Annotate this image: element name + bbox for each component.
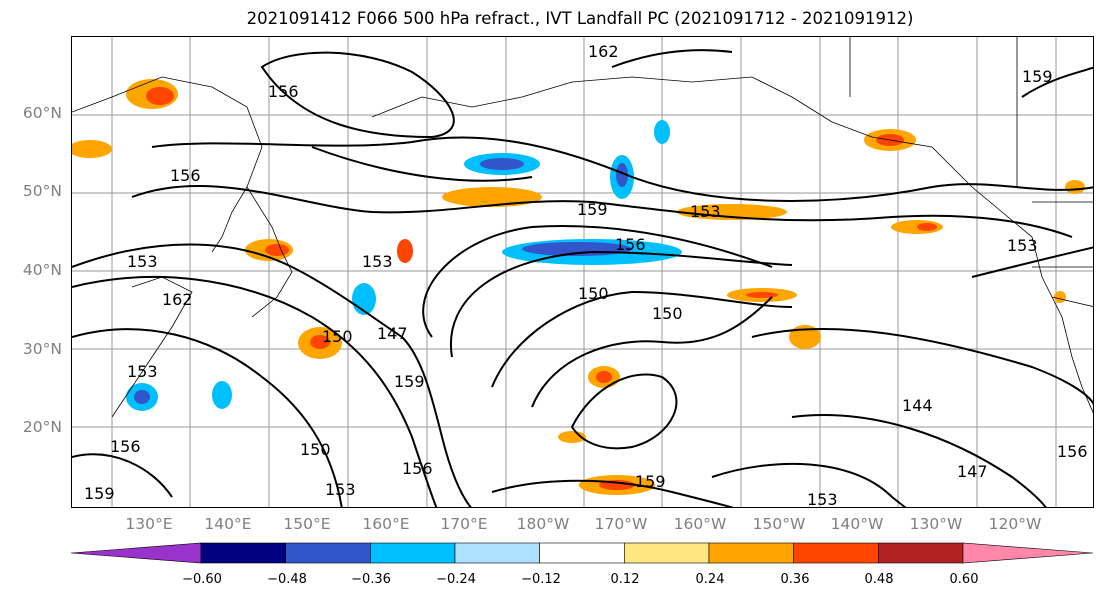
colorbar-segment <box>454 542 540 564</box>
lon-label: 130°W <box>909 515 963 533</box>
colorbar-segment <box>624 542 710 564</box>
contour-label: 150 <box>652 304 683 323</box>
contour-label: 156 <box>268 82 299 101</box>
lon-label: 160°W <box>673 515 727 533</box>
contour-label: 153 <box>127 252 158 271</box>
contour-labels: 162 159 156 156 159 153 156 153 153 150 … <box>84 42 1088 508</box>
colorbar-segment <box>200 542 286 564</box>
contour-label: 144 <box>902 396 933 415</box>
contour-label: 156 <box>402 459 433 478</box>
contour-label: 156 <box>170 166 201 185</box>
colorbar-tick-label: 0.12 <box>610 572 640 587</box>
contour-label: 156 <box>615 235 646 254</box>
colorbar <box>71 542 1094 564</box>
colorbar-segment <box>285 542 371 564</box>
contour-label: 147 <box>377 324 408 343</box>
contour-label: 150 <box>578 284 609 303</box>
colorbar-segment <box>962 542 1094 564</box>
lat-label: 60°N <box>22 104 62 122</box>
lon-label: 180°W <box>516 515 570 533</box>
map-title: 2021091412 F066 500 hPa refract., IVT La… <box>246 9 914 28</box>
contour-label: 159 <box>635 472 666 491</box>
lat-label: 30°N <box>22 340 62 358</box>
lon-label: 150°E <box>283 515 331 533</box>
contour-label: 156 <box>1057 442 1088 461</box>
colorbar-tick-label: −0.12 <box>521 572 561 587</box>
lon-label: 140°E <box>204 515 252 533</box>
lon-label: 170°E <box>440 515 488 533</box>
lat-label: 40°N <box>22 261 62 279</box>
contour-label: 162 <box>588 42 619 61</box>
colorbar-segment <box>71 542 202 564</box>
colorbar-segment <box>708 542 794 564</box>
height-contours <box>72 49 1093 507</box>
contour-label: 162 <box>162 290 193 309</box>
contour-label: 159 <box>394 372 425 391</box>
colorbar-tick-label: −0.48 <box>267 572 307 587</box>
colorbar-tick-label: −0.24 <box>436 572 476 587</box>
colorbar-tick-label: 0.48 <box>864 572 894 587</box>
lat-label: 50°N <box>22 182 62 200</box>
colorbar-segment <box>370 542 456 564</box>
lon-label: 160°E <box>362 515 410 533</box>
coastlines <box>72 37 1093 418</box>
lon-label: 170°W <box>594 515 648 533</box>
lon-label: 140°W <box>830 515 884 533</box>
colorbar-segment <box>878 542 964 564</box>
contour-label: 159 <box>577 200 608 219</box>
colorbar-tick-label: 0.60 <box>949 572 979 587</box>
contour-label: 153 <box>362 252 393 271</box>
contour-label: 150 <box>300 440 331 459</box>
lon-label: 120°W <box>988 515 1042 533</box>
colorbar-tick-label: −0.60 <box>182 572 222 587</box>
colorbar-segment <box>539 542 625 564</box>
graticule <box>72 37 1093 507</box>
contour-label: 153 <box>807 490 838 508</box>
colorbar-tick-label: −0.36 <box>351 572 391 587</box>
colorbar-tick-label: 0.24 <box>695 572 725 587</box>
contour-label: 153 <box>1007 236 1038 255</box>
lon-label: 130°E <box>125 515 173 533</box>
contour-label: 153 <box>690 202 721 221</box>
map-panel: 162 159 156 156 159 153 156 153 153 150 … <box>71 36 1094 508</box>
contour-label: 159 <box>84 484 115 503</box>
colorbar-tick-label: 0.36 <box>780 572 810 587</box>
map-canvas: 162 159 156 156 159 153 156 153 153 150 … <box>72 37 1093 508</box>
colorbar-segment <box>793 542 879 564</box>
contour-label: 147 <box>957 462 988 481</box>
lat-label: 20°N <box>22 418 62 436</box>
contour-label: 159 <box>1022 67 1053 86</box>
contour-label: 150 <box>322 327 353 346</box>
contour-label: 156 <box>110 437 141 456</box>
contour-label: 153 <box>127 362 158 381</box>
contour-label: 153 <box>325 480 356 499</box>
lon-label: 150°W <box>752 515 806 533</box>
